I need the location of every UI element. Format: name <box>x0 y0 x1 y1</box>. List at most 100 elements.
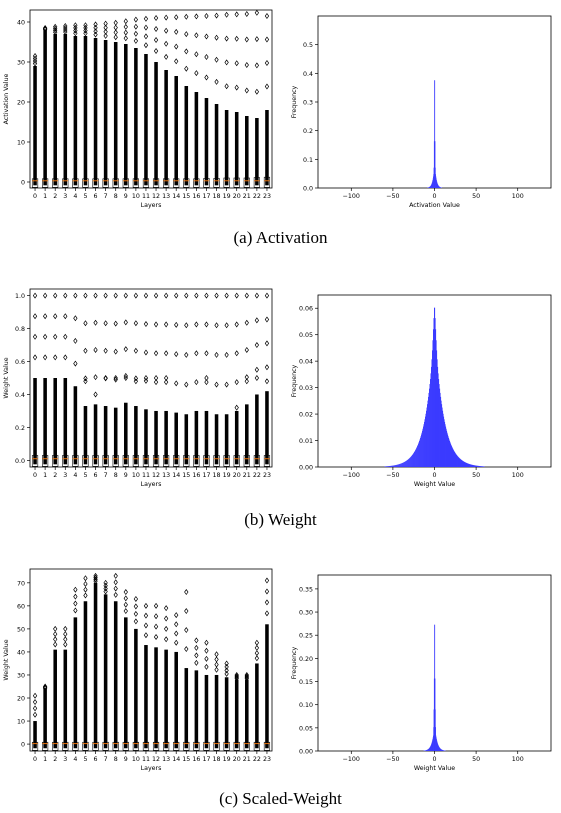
histogram-bar <box>475 465 477 467</box>
box <box>233 741 240 751</box>
outlier-point <box>224 381 229 388</box>
box <box>213 455 220 467</box>
outlier-point <box>83 378 88 385</box>
box <box>183 741 190 751</box>
histogram-bar <box>474 465 476 467</box>
y-tick-label: 40 <box>17 20 25 27</box>
histogram-bar <box>400 463 401 467</box>
outlier-point <box>73 586 78 593</box>
box <box>163 455 170 467</box>
outlier-point <box>103 20 108 27</box>
box <box>142 741 150 751</box>
outlier-point <box>244 346 249 353</box>
x-tick-label: 14 <box>172 756 180 763</box>
outlier-column <box>174 76 178 186</box>
outlier-point <box>53 636 58 643</box>
outlier-point <box>73 292 78 299</box>
outlier-point <box>73 30 78 37</box>
outlier-point <box>163 374 169 382</box>
y-tick-label: 0.03 <box>299 385 313 392</box>
histogram-bar <box>387 466 388 467</box>
outlier-point <box>204 53 209 61</box>
y-tick-label: 0.00 <box>299 465 313 472</box>
outlier-point <box>234 60 239 67</box>
histogram-bar <box>472 464 474 467</box>
outlier-column <box>63 378 68 465</box>
histogram-bar <box>465 462 467 467</box>
outlier-point <box>254 88 260 95</box>
outlier-point <box>103 588 108 595</box>
y-tick-label: 0.04 <box>299 359 313 366</box>
histogram-bar <box>422 428 424 467</box>
histogram-bar <box>482 466 484 467</box>
outlier-point <box>184 608 189 615</box>
box <box>92 741 99 751</box>
outlier-point <box>83 27 88 34</box>
outlier-point <box>204 639 209 646</box>
outlier-point <box>103 28 108 35</box>
outlier-point <box>254 342 260 349</box>
x-tick-label: 14 <box>172 472 180 479</box>
histogram-bar <box>458 457 460 467</box>
outlier-point <box>93 319 98 326</box>
outlier-column <box>265 110 269 186</box>
outlier-point <box>194 51 199 58</box>
x-tick-label: −100 <box>343 193 360 200</box>
outlier-column <box>73 617 78 749</box>
outlier-column <box>214 414 219 465</box>
x-tick-label: 6 <box>94 193 98 200</box>
outlier-point <box>153 602 159 609</box>
outlier-point <box>83 320 88 327</box>
outlier-column <box>164 410 168 465</box>
outlier-point <box>143 292 149 299</box>
outlier-point <box>244 61 249 69</box>
histogram-bar <box>410 457 411 467</box>
histogram-bar <box>421 434 422 467</box>
outlier-point <box>214 661 219 668</box>
histogram-bar <box>407 460 408 467</box>
outlier-point <box>184 589 189 596</box>
outlier-point <box>83 292 88 299</box>
outlier-point <box>194 659 199 666</box>
box <box>173 455 180 467</box>
x-tick-label: −50 <box>386 193 399 200</box>
histogram-bar <box>395 465 396 467</box>
x-tick-label: 10 <box>132 193 140 200</box>
outlier-point <box>163 605 169 612</box>
histogram-bar <box>439 392 441 467</box>
histogram-bar <box>470 464 472 467</box>
histogram-bar <box>468 463 470 467</box>
histogram-bar <box>441 407 443 467</box>
outlier-point <box>184 627 189 634</box>
outlier-point <box>264 292 270 299</box>
histogram-bar <box>461 460 463 467</box>
outlier-point <box>32 52 38 60</box>
outlier-point <box>234 11 239 18</box>
x-tick-label: 0 <box>432 756 436 763</box>
outlier-point <box>42 313 48 320</box>
y-tick-label: 0.02 <box>299 412 313 419</box>
box <box>112 178 119 188</box>
histogram-bar <box>427 400 429 467</box>
outlier-point <box>113 376 118 383</box>
outlier-point <box>133 23 139 30</box>
histogram-bar <box>453 451 455 467</box>
outlier-point <box>53 333 58 340</box>
outlier-column <box>194 92 199 186</box>
outlier-column <box>174 651 178 749</box>
y-tick-label: 0.20 <box>299 656 313 663</box>
outlier-point <box>244 378 249 385</box>
outlier-point <box>244 671 249 678</box>
box <box>213 741 220 751</box>
box <box>72 178 79 188</box>
histogram-bar <box>412 454 414 467</box>
y-tick-label: 0.2 <box>303 128 313 135</box>
outlier-column <box>134 628 138 749</box>
outlier-point <box>153 14 159 22</box>
box <box>263 455 271 467</box>
x-axis-label: Activation Value <box>409 202 460 209</box>
outlier-point <box>224 11 229 18</box>
outlier-column <box>73 36 78 186</box>
histogram-bar <box>448 437 450 467</box>
histogram-bar <box>439 388 441 467</box>
